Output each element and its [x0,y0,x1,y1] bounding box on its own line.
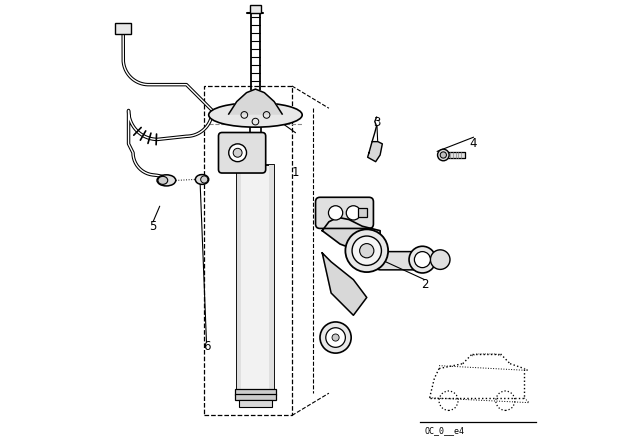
Polygon shape [444,152,465,158]
Circle shape [328,206,342,220]
Ellipse shape [158,177,168,185]
Bar [239,400,273,406]
Bar [358,208,367,217]
Circle shape [414,252,431,267]
Bar [235,389,276,395]
Circle shape [332,334,339,341]
Polygon shape [367,142,382,162]
Text: 2: 2 [421,278,428,291]
Text: 1: 1 [292,166,300,179]
Circle shape [409,246,436,273]
Circle shape [233,148,242,157]
Text: 3: 3 [373,116,381,129]
Ellipse shape [209,103,302,127]
Bar [269,165,274,393]
FancyBboxPatch shape [376,252,424,270]
FancyBboxPatch shape [218,133,266,173]
Ellipse shape [195,175,209,185]
Circle shape [440,152,447,158]
Circle shape [228,144,246,162]
Bar [204,86,292,415]
Circle shape [360,244,374,258]
Circle shape [320,322,351,353]
Circle shape [346,206,360,220]
Polygon shape [322,253,367,315]
Ellipse shape [157,175,176,186]
Bar [235,394,276,400]
Circle shape [201,176,208,183]
Bar [237,165,274,393]
Bar [250,4,261,13]
Circle shape [346,229,388,272]
Circle shape [438,149,449,161]
Text: 4: 4 [470,138,477,151]
Bar [237,165,241,393]
Polygon shape [228,89,282,114]
Text: 6: 6 [203,340,210,353]
Circle shape [352,236,381,265]
Text: 5: 5 [149,220,157,233]
FancyBboxPatch shape [316,197,373,228]
Circle shape [326,328,346,347]
Polygon shape [322,217,380,251]
Bar [115,23,131,34]
Text: OC_0__e4: OC_0__e4 [424,426,465,435]
Circle shape [431,250,450,269]
